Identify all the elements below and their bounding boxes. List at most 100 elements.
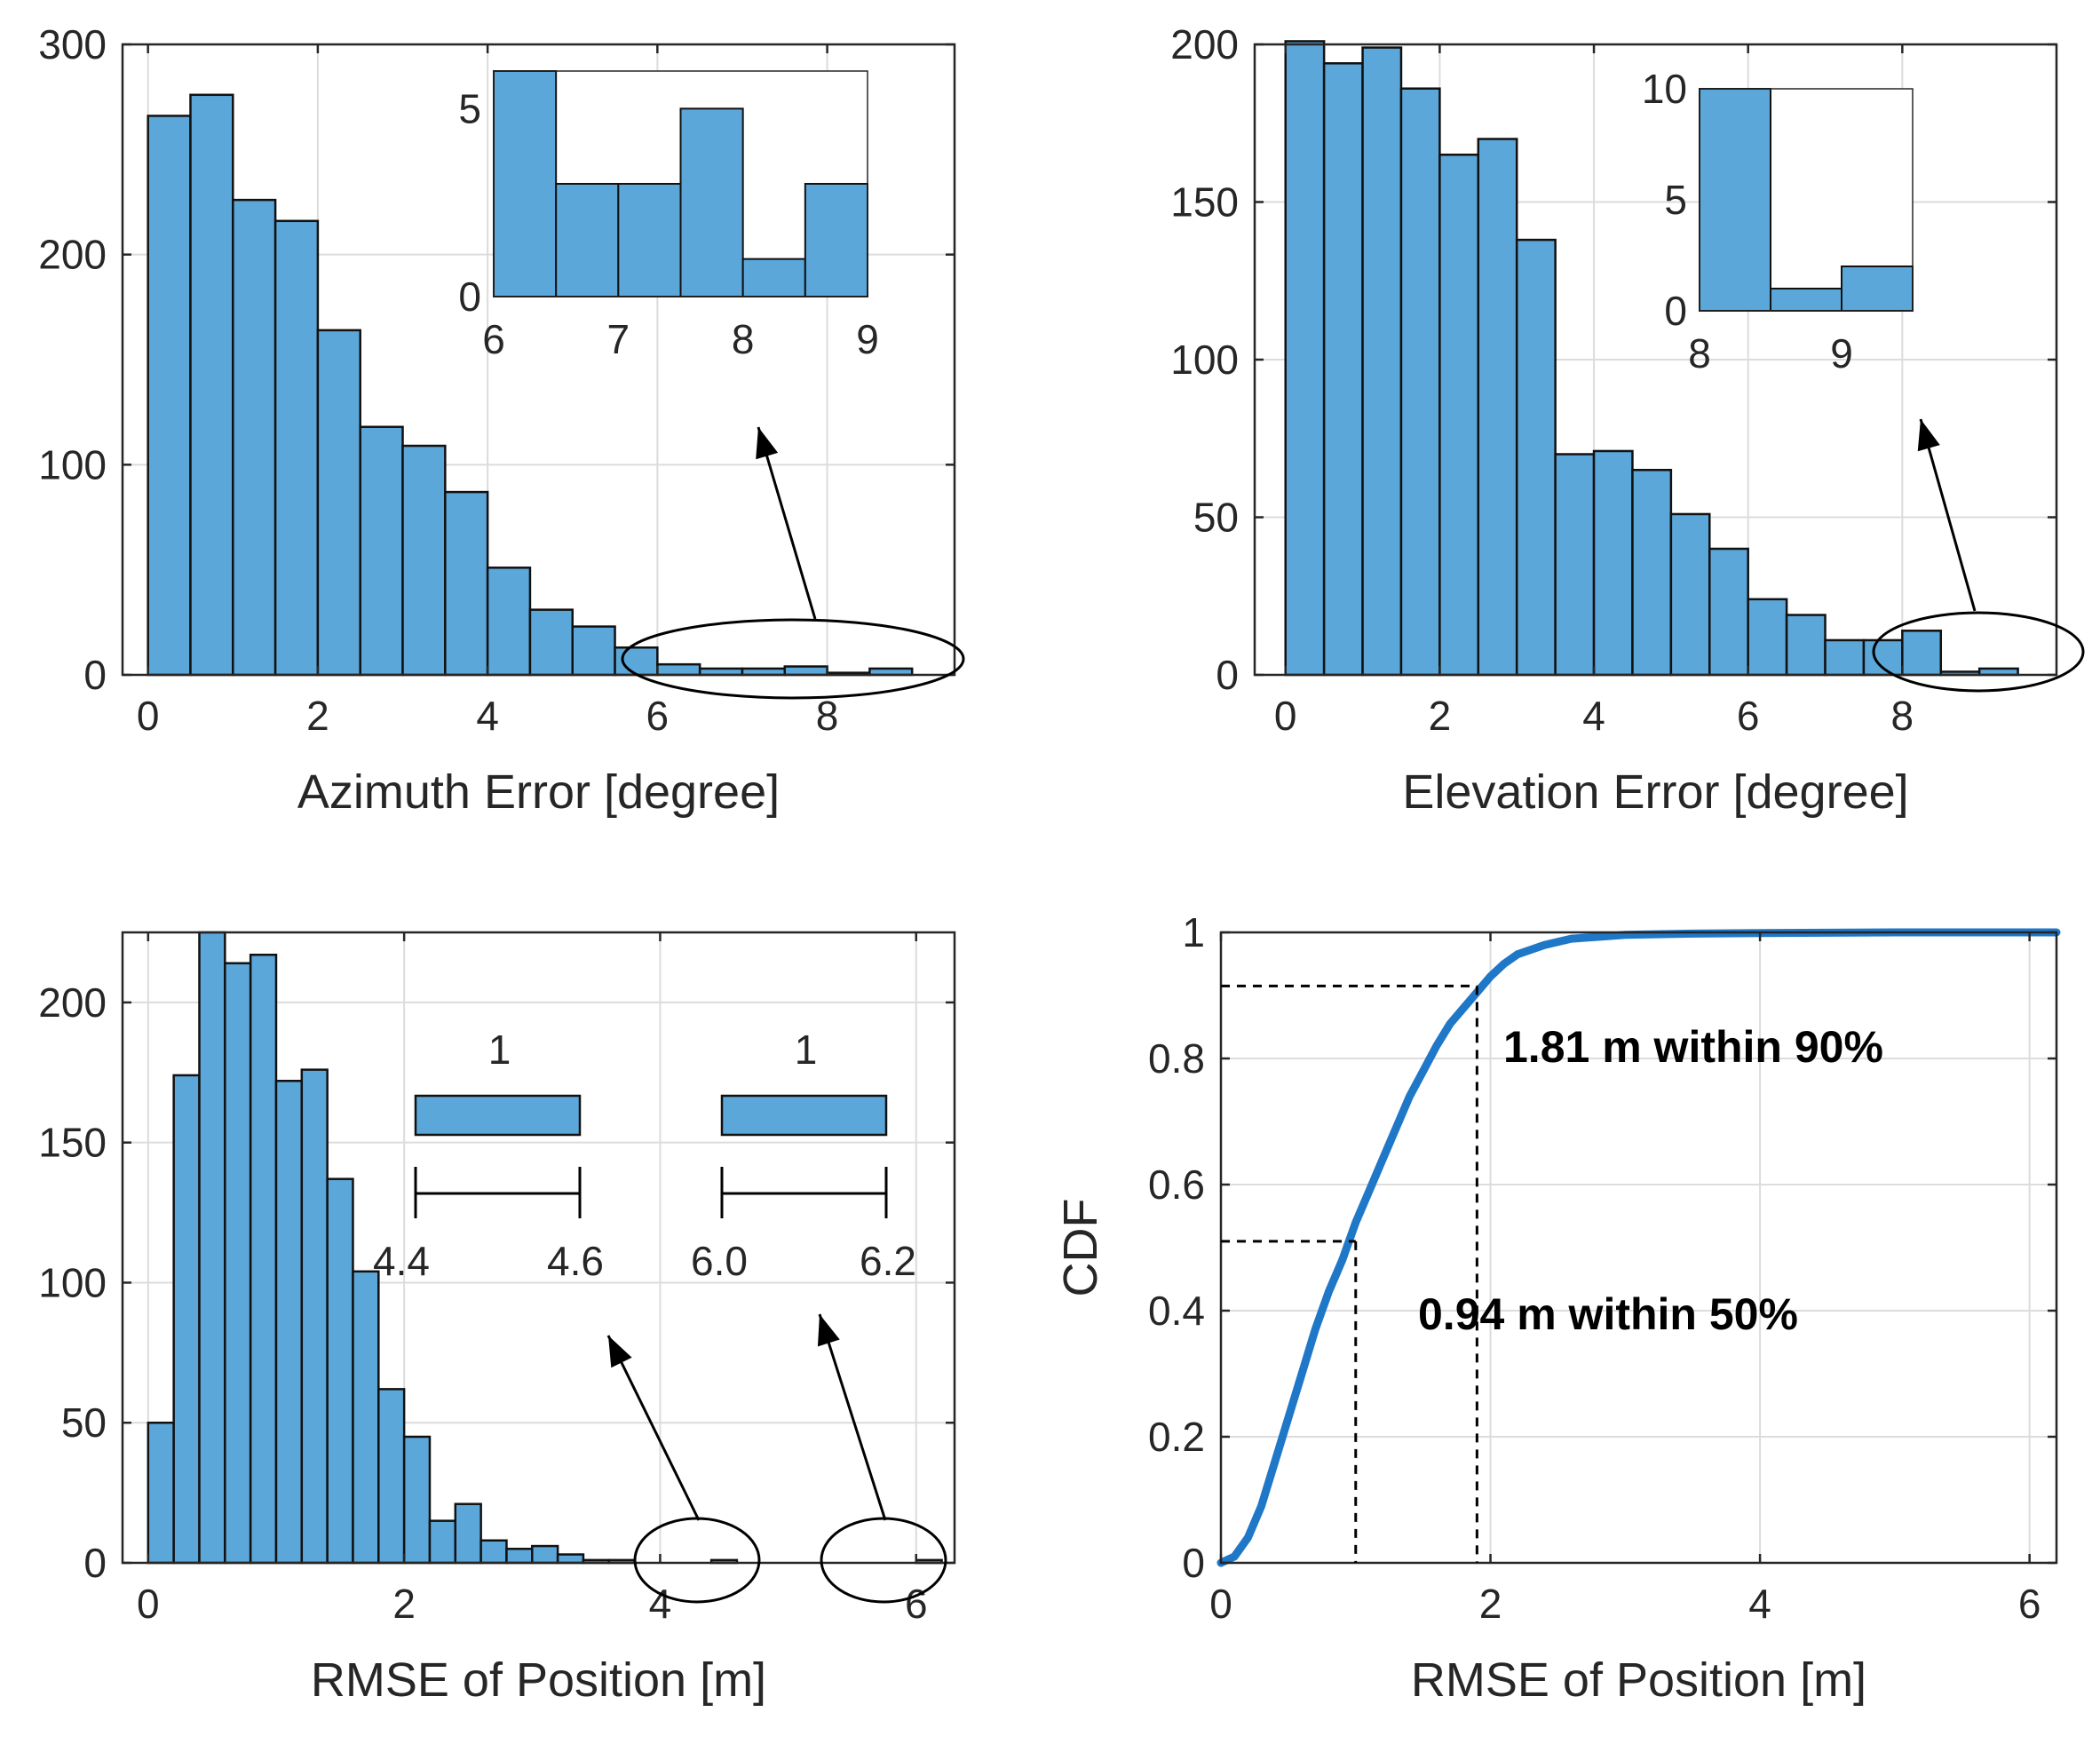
rh-zoom-ellipse (635, 1518, 759, 1602)
rh-bar (456, 1504, 481, 1563)
az-bar (148, 115, 191, 675)
el-inset-xtick-label: 9 (1830, 330, 1853, 377)
rh-bar (225, 963, 250, 1563)
cdf-ytick-label: 0 (1182, 1540, 1205, 1586)
el-xtick-label: 0 (1274, 693, 1297, 739)
rh-ytick-label: 150 (38, 1120, 107, 1166)
az-bar (361, 427, 403, 675)
el-bar (1556, 455, 1594, 676)
cdf-ytick-label: 0.2 (1148, 1414, 1205, 1460)
az-bar (403, 446, 446, 675)
rh-bar (404, 1437, 430, 1563)
el-inset-ytick-label: 10 (1642, 66, 1687, 112)
el-inset-ytick-label: 0 (1664, 288, 1687, 334)
el-ytick-label: 200 (1170, 21, 1239, 67)
el-ytick-label: 100 (1170, 337, 1239, 383)
rh-xlabel: RMSE of Position [m] (311, 1653, 766, 1707)
el-xtick-label: 6 (1737, 693, 1760, 739)
rh-bar (430, 1521, 456, 1563)
rh-bar (199, 932, 225, 1563)
rh-ytick-label: 50 (61, 1399, 107, 1446)
az-zoom-ellipse (622, 620, 963, 698)
rh-inset-range-label: 4.4 (373, 1238, 430, 1284)
cdf-ylabel: CDF (1054, 1199, 1107, 1297)
az-bar (657, 664, 700, 675)
az-xtick-label: 6 (646, 693, 670, 739)
el-inset-ytick-label: 5 (1664, 177, 1687, 223)
el-bar (1439, 155, 1478, 675)
rh-bar (378, 1389, 404, 1563)
az-inset-bar (494, 71, 556, 297)
rh-bar (558, 1555, 583, 1563)
el-zoom-arrow-head (1918, 419, 1940, 451)
az-inset-bar (805, 184, 868, 297)
rh-zoom-arrow-head (608, 1336, 632, 1367)
az-xlabel: Azimuth Error [degree] (297, 765, 780, 819)
cdf-xtick-label: 2 (1479, 1581, 1502, 1627)
el-ytick-label: 50 (1193, 495, 1239, 541)
rh-inset-bar (722, 1096, 886, 1135)
cdf-xtick-label: 6 (2018, 1581, 2041, 1627)
az-bar (785, 667, 828, 675)
rh-inset-count-label: 1 (488, 1027, 511, 1073)
cdf-xtick-label: 0 (1209, 1581, 1232, 1627)
el-bar (1363, 48, 1401, 675)
az-xtick-label: 4 (476, 693, 499, 739)
az-inset-xtick-label: 9 (856, 316, 879, 362)
az-bar (275, 221, 318, 675)
az-bar (318, 330, 361, 675)
az-bar (233, 200, 275, 675)
rh-bar (302, 1070, 328, 1563)
el-bar (1671, 514, 1709, 675)
el-ytick-label: 150 (1170, 179, 1239, 226)
az-ytick-label: 200 (38, 232, 107, 278)
cdf-annotation: 0.94 m within 50% (1418, 1289, 1798, 1339)
az-bar (573, 627, 615, 675)
el-xtick-label: 8 (1891, 693, 1914, 739)
az-inset-ytick-label: 0 (458, 273, 481, 320)
el-inset-bar (1700, 89, 1771, 311)
cdf-ytick-label: 0.6 (1148, 1161, 1205, 1208)
figure: 0 2 4 6 80100200300Azimuth Error [degree]6 7 8… (0, 0, 2100, 1744)
el-bar (1787, 615, 1825, 675)
rh-inset-range-label: 6.0 (691, 1238, 748, 1284)
rh-inset-range-label: 4.6 (547, 1238, 604, 1284)
rh-bar (353, 1272, 378, 1563)
rh-inset-range-label: 6.2 (860, 1238, 916, 1284)
az-inset-ytick-label: 5 (458, 85, 481, 131)
rh-bar (250, 955, 276, 1563)
el-bar (1517, 240, 1555, 675)
rh-bar (532, 1546, 558, 1563)
rh-xtick-label: 6 (905, 1581, 928, 1627)
az-inset-bar (681, 108, 743, 297)
rh-bar (328, 1179, 353, 1563)
el-xtick-label: 4 (1582, 693, 1605, 739)
rh-bar (148, 1423, 174, 1563)
rh-bar (506, 1549, 532, 1563)
az-zoom-arrow-head (756, 427, 778, 459)
el-bar (1902, 630, 1940, 675)
azimuth-histogram-panel: 0 2 4 6 8 0 100 200 300 Azimuth Error [degree] 6 7 8… (38, 21, 963, 819)
rh-ytick-label: 0 (83, 1540, 107, 1586)
cdf-ytick-label: 0.8 (1148, 1035, 1205, 1082)
rh-xtick-label: 0 (137, 1581, 160, 1627)
el-bar (1401, 89, 1439, 675)
az-inset-xtick-label: 8 (732, 316, 755, 362)
az-ytick-label: 100 (38, 441, 107, 488)
el-bar (1709, 549, 1747, 675)
az-xtick-label: 0 (137, 693, 160, 739)
az-inset-bar (618, 184, 680, 297)
rh-zoom-arrow-head (818, 1314, 840, 1346)
el-bar (1324, 63, 1362, 675)
el-bar (1594, 451, 1632, 675)
rh-bar (276, 1081, 302, 1563)
el-inset-bar (1842, 266, 1913, 311)
az-ytick-label: 300 (38, 21, 107, 67)
rh-xtick-label: 2 (392, 1581, 416, 1627)
az-bar (445, 492, 487, 675)
az-xtick-label: 2 (306, 693, 329, 739)
cdf-ytick-label: 1 (1182, 909, 1205, 955)
cdf-xtick-label: 4 (1748, 1581, 1771, 1627)
az-inset-bar (556, 184, 618, 297)
